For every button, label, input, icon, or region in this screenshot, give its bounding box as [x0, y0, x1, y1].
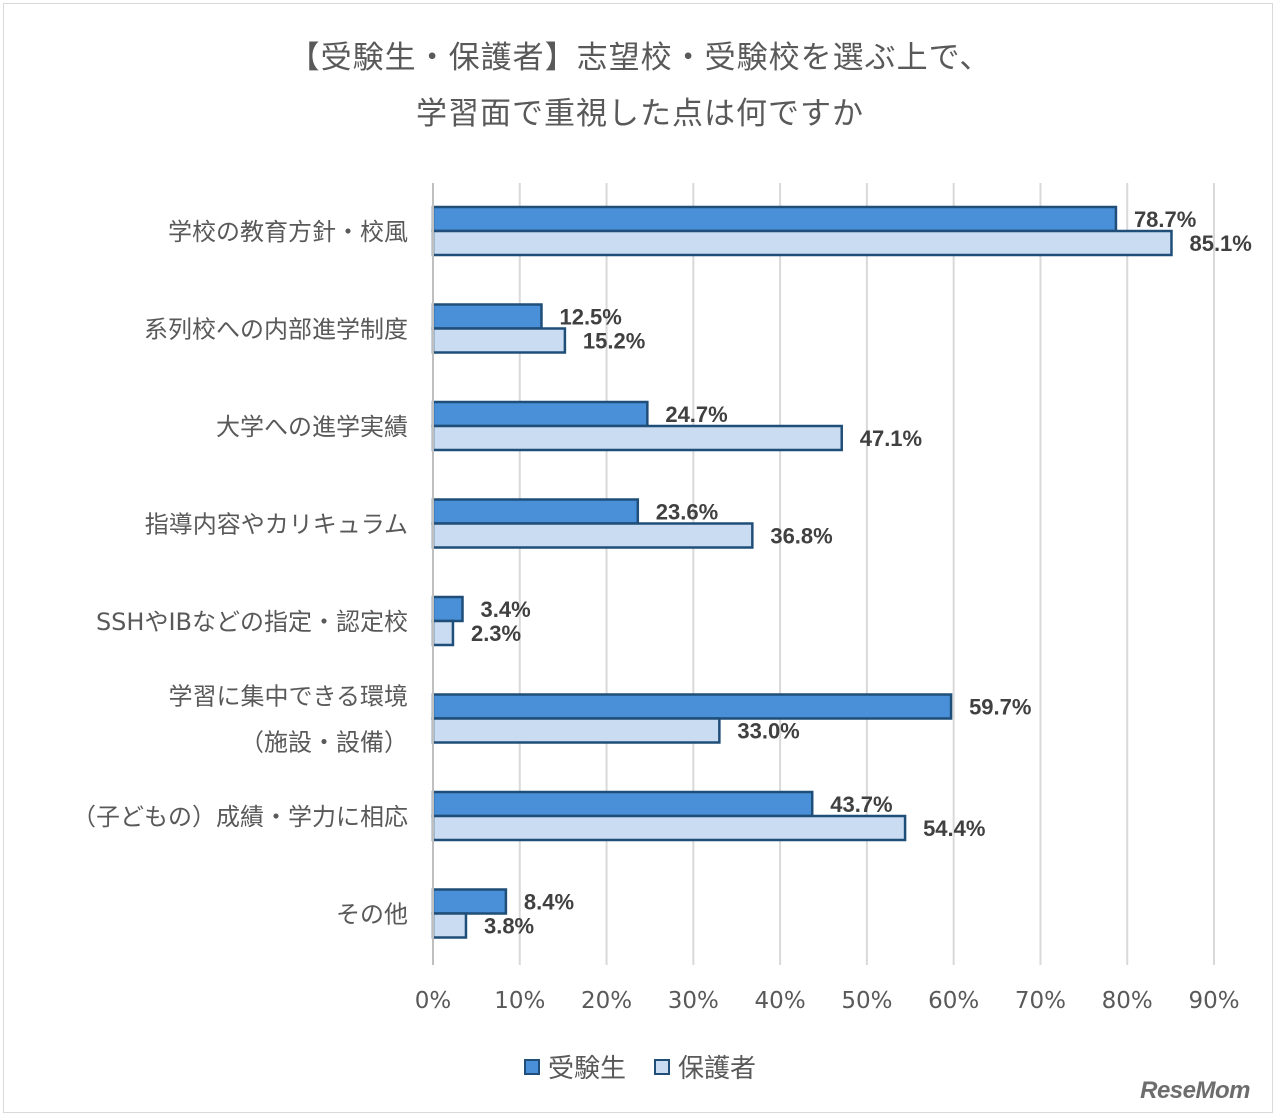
data-label: 3.8%	[484, 914, 534, 939]
bar-parents	[431, 327, 567, 354]
bar-parents	[431, 814, 907, 842]
category-label: 系列校への内部進学制度	[144, 315, 408, 343]
data-label: 59.7%	[969, 695, 1031, 720]
bar-students	[431, 303, 543, 330]
data-label: 3.4%	[481, 597, 531, 622]
bar-students	[431, 693, 953, 720]
category-label: 学校の教育方針・校風	[168, 218, 408, 246]
category-label: SSHやIBなどの指定・認定校	[96, 608, 408, 636]
x-tick-label: 70%	[1015, 988, 1066, 1014]
chart-frame	[3, 3, 1273, 1113]
x-tick-label: 60%	[928, 988, 979, 1014]
legend-label-students: 受験生	[547, 1054, 626, 1084]
data-label: 85.1%	[1189, 231, 1251, 256]
category-label: （施設・設備）	[240, 728, 408, 756]
legend-label-parents: 保護者	[678, 1054, 757, 1084]
bar-students	[431, 498, 640, 525]
bar-students	[431, 205, 1118, 233]
data-label: 23.6%	[656, 500, 718, 525]
data-label: 33.0%	[737, 719, 799, 744]
bar-students	[431, 790, 814, 818]
bar-parents	[431, 522, 754, 549]
x-tick-label: 40%	[755, 988, 806, 1014]
x-tick-label: 90%	[1188, 988, 1239, 1014]
data-label: 54.4%	[923, 816, 985, 841]
bar-parents	[431, 229, 1173, 257]
x-tick-label: 0%	[415, 988, 452, 1014]
bar-parents	[431, 912, 468, 939]
data-label: 36.8%	[770, 524, 832, 549]
category-label: 大学への進学実績	[216, 413, 408, 441]
bar-parents	[431, 424, 843, 452]
chart-title: 【受験生・保護者】志望校・受験校を選ぶ上で、	[288, 40, 992, 76]
data-label: 15.2%	[583, 329, 645, 354]
x-tick-label: 30%	[668, 988, 719, 1014]
x-tick-label: 10%	[494, 988, 545, 1014]
data-label: 2.3%	[471, 621, 521, 646]
bar-parents	[431, 717, 721, 744]
data-label: 8.4%	[524, 890, 574, 915]
x-tick-label: 20%	[581, 988, 632, 1014]
data-label: 24.7%	[665, 402, 727, 427]
data-label: 12.5%	[559, 305, 621, 330]
legend-swatch-students	[523, 1058, 540, 1075]
category-label: （子どもの）成績・学力に相応	[72, 803, 408, 831]
legend-item-students: 受験生	[523, 1048, 626, 1085]
chart-subtitle: 学習面で重視した点は何ですか	[416, 96, 864, 132]
data-label: 78.7%	[1134, 207, 1196, 232]
data-label: 43.7%	[830, 792, 892, 817]
x-tick-label: 80%	[1102, 988, 1153, 1014]
x-tick-label: 50%	[841, 988, 892, 1014]
bar-parents	[431, 619, 455, 647]
category-label: 指導内容やカリキュラム	[145, 510, 408, 538]
category-label: 学習に集中できる環境	[168, 682, 408, 710]
bar-students	[431, 400, 649, 428]
legend: 受験生 保護者	[0, 1048, 1280, 1085]
legend-item-parents: 保護者	[654, 1048, 756, 1085]
bar-students	[431, 888, 508, 915]
resemom-logo: ReseMom	[1140, 1077, 1250, 1104]
legend-swatch-parents	[654, 1058, 670, 1075]
category-label: その他	[336, 900, 408, 928]
data-label: 47.1%	[860, 426, 922, 451]
bar-students	[431, 595, 464, 623]
